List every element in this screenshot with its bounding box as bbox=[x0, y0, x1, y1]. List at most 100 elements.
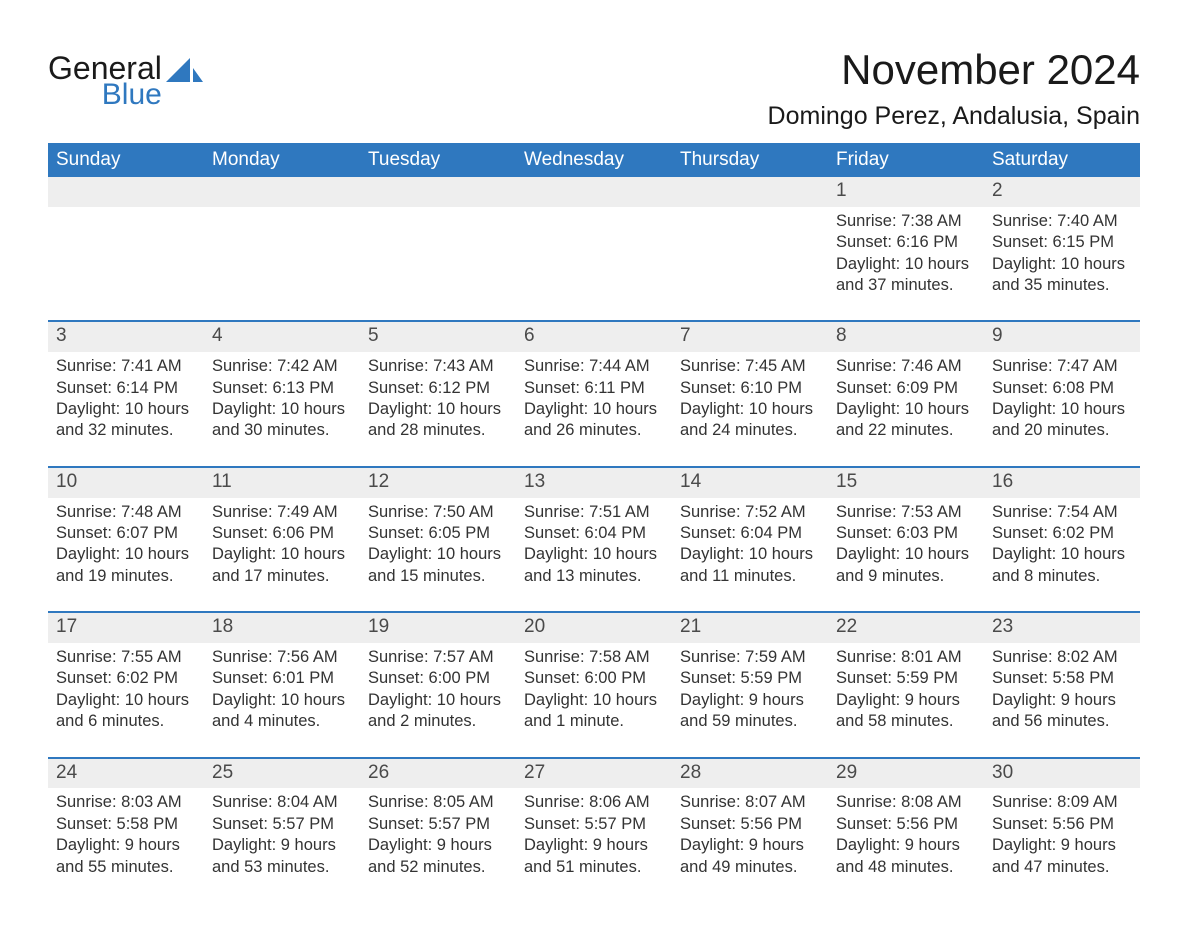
week-body-row: Sunrise: 7:55 AMSunset: 6:02 PMDaylight:… bbox=[48, 643, 1140, 758]
sunrise-line: Sunrise: 7:41 AM bbox=[56, 356, 196, 377]
sunrise-line: Sunrise: 7:51 AM bbox=[524, 502, 664, 523]
sunrise-line: Sunrise: 7:45 AM bbox=[680, 356, 820, 377]
daylight-line: Daylight: 9 hours and 58 minutes. bbox=[836, 690, 976, 733]
sunrise-line: Sunrise: 7:50 AM bbox=[368, 502, 508, 523]
day-number: 7 bbox=[672, 322, 828, 352]
day-number: 1 bbox=[828, 177, 984, 207]
daylight-line: Daylight: 10 hours and 2 minutes. bbox=[368, 690, 508, 733]
sunset-line: Sunset: 5:56 PM bbox=[836, 814, 976, 835]
daylight-line: Daylight: 10 hours and 15 minutes. bbox=[368, 544, 508, 587]
daylight-line: Daylight: 10 hours and 9 minutes. bbox=[836, 544, 976, 587]
day-number: 30 bbox=[984, 759, 1140, 789]
day-cell: Sunrise: 7:47 AMSunset: 6:08 PMDaylight:… bbox=[984, 352, 1140, 467]
day-number: 15 bbox=[828, 468, 984, 498]
daylight-line: Daylight: 9 hours and 59 minutes. bbox=[680, 690, 820, 733]
daylight-line: Daylight: 10 hours and 6 minutes. bbox=[56, 690, 196, 733]
sunset-line: Sunset: 5:57 PM bbox=[524, 814, 664, 835]
day-cell: Sunrise: 7:46 AMSunset: 6:09 PMDaylight:… bbox=[828, 352, 984, 467]
day-number: 27 bbox=[516, 759, 672, 789]
sunrise-line: Sunrise: 7:38 AM bbox=[836, 211, 976, 232]
day-number bbox=[516, 177, 672, 207]
day-number: 2 bbox=[984, 177, 1140, 207]
day-cell: Sunrise: 7:42 AMSunset: 6:13 PMDaylight:… bbox=[204, 352, 360, 467]
day-number: 22 bbox=[828, 613, 984, 643]
sunrise-line: Sunrise: 7:44 AM bbox=[524, 356, 664, 377]
calendar-table: SundayMondayTuesdayWednesdayThursdayFrid… bbox=[48, 143, 1140, 902]
sunset-line: Sunset: 6:07 PM bbox=[56, 523, 196, 544]
day-number: 10 bbox=[48, 468, 204, 498]
day-cell bbox=[360, 207, 516, 322]
sunrise-line: Sunrise: 8:01 AM bbox=[836, 647, 976, 668]
day-cell: Sunrise: 7:43 AMSunset: 6:12 PMDaylight:… bbox=[360, 352, 516, 467]
week-body-row: Sunrise: 7:41 AMSunset: 6:14 PMDaylight:… bbox=[48, 352, 1140, 467]
month-title: November 2024 bbox=[768, 46, 1140, 94]
day-cell: Sunrise: 7:40 AMSunset: 6:15 PMDaylight:… bbox=[984, 207, 1140, 322]
sunset-line: Sunset: 6:12 PM bbox=[368, 378, 508, 399]
sunrise-line: Sunrise: 8:03 AM bbox=[56, 792, 196, 813]
day-number: 17 bbox=[48, 613, 204, 643]
sunrise-line: Sunrise: 8:06 AM bbox=[524, 792, 664, 813]
day-number: 23 bbox=[984, 613, 1140, 643]
day-number bbox=[204, 177, 360, 207]
weekday-header: Wednesday bbox=[516, 144, 672, 177]
sunrise-line: Sunrise: 7:40 AM bbox=[992, 211, 1132, 232]
daylight-line: Daylight: 10 hours and 26 minutes. bbox=[524, 399, 664, 442]
daylight-line: Daylight: 10 hours and 13 minutes. bbox=[524, 544, 664, 587]
day-cell: Sunrise: 7:53 AMSunset: 6:03 PMDaylight:… bbox=[828, 498, 984, 613]
daylight-line: Daylight: 9 hours and 56 minutes. bbox=[992, 690, 1132, 733]
sunset-line: Sunset: 6:05 PM bbox=[368, 523, 508, 544]
sunrise-line: Sunrise: 7:57 AM bbox=[368, 647, 508, 668]
sunrise-line: Sunrise: 7:58 AM bbox=[524, 647, 664, 668]
day-cell: Sunrise: 7:50 AMSunset: 6:05 PMDaylight:… bbox=[360, 498, 516, 613]
sunrise-line: Sunrise: 7:59 AM bbox=[680, 647, 820, 668]
weekday-header: Monday bbox=[204, 144, 360, 177]
day-cell: Sunrise: 7:49 AMSunset: 6:06 PMDaylight:… bbox=[204, 498, 360, 613]
day-cell: Sunrise: 7:45 AMSunset: 6:10 PMDaylight:… bbox=[672, 352, 828, 467]
sunset-line: Sunset: 5:57 PM bbox=[212, 814, 352, 835]
day-number: 21 bbox=[672, 613, 828, 643]
location-line: Domingo Perez, Andalusia, Spain bbox=[768, 102, 1140, 131]
day-cell: Sunrise: 7:52 AMSunset: 6:04 PMDaylight:… bbox=[672, 498, 828, 613]
weekday-header: Sunday bbox=[48, 144, 204, 177]
day-number: 19 bbox=[360, 613, 516, 643]
week-daynum-row: 17181920212223 bbox=[48, 612, 1140, 643]
sunrise-line: Sunrise: 7:53 AM bbox=[836, 502, 976, 523]
daylight-line: Daylight: 10 hours and 28 minutes. bbox=[368, 399, 508, 442]
daylight-line: Daylight: 9 hours and 47 minutes. bbox=[992, 835, 1132, 878]
sunset-line: Sunset: 6:15 PM bbox=[992, 232, 1132, 253]
daylight-line: Daylight: 10 hours and 17 minutes. bbox=[212, 544, 352, 587]
day-number: 29 bbox=[828, 759, 984, 789]
day-number: 9 bbox=[984, 322, 1140, 352]
sunrise-line: Sunrise: 7:55 AM bbox=[56, 647, 196, 668]
sail-icon bbox=[166, 58, 204, 91]
day-cell: Sunrise: 8:02 AMSunset: 5:58 PMDaylight:… bbox=[984, 643, 1140, 758]
daylight-line: Daylight: 10 hours and 1 minute. bbox=[524, 690, 664, 733]
sunset-line: Sunset: 6:00 PM bbox=[524, 668, 664, 689]
daylight-line: Daylight: 10 hours and 24 minutes. bbox=[680, 399, 820, 442]
day-number bbox=[360, 177, 516, 207]
sunrise-line: Sunrise: 8:07 AM bbox=[680, 792, 820, 813]
day-cell: Sunrise: 7:48 AMSunset: 6:07 PMDaylight:… bbox=[48, 498, 204, 613]
day-cell: Sunrise: 7:38 AMSunset: 6:16 PMDaylight:… bbox=[828, 207, 984, 322]
sunrise-line: Sunrise: 8:04 AM bbox=[212, 792, 352, 813]
sunrise-line: Sunrise: 8:09 AM bbox=[992, 792, 1132, 813]
week-daynum-row: 3456789 bbox=[48, 321, 1140, 352]
sunrise-line: Sunrise: 8:02 AM bbox=[992, 647, 1132, 668]
day-number: 28 bbox=[672, 759, 828, 789]
daylight-line: Daylight: 10 hours and 22 minutes. bbox=[836, 399, 976, 442]
day-number: 25 bbox=[204, 759, 360, 789]
brand-logo: General Blue bbox=[48, 30, 204, 108]
sunrise-line: Sunrise: 7:46 AM bbox=[836, 356, 976, 377]
daylight-line: Daylight: 10 hours and 4 minutes. bbox=[212, 690, 352, 733]
day-cell: Sunrise: 7:55 AMSunset: 6:02 PMDaylight:… bbox=[48, 643, 204, 758]
daylight-line: Daylight: 9 hours and 48 minutes. bbox=[836, 835, 976, 878]
sunset-line: Sunset: 6:01 PM bbox=[212, 668, 352, 689]
day-number: 6 bbox=[516, 322, 672, 352]
sunset-line: Sunset: 6:02 PM bbox=[992, 523, 1132, 544]
day-number: 12 bbox=[360, 468, 516, 498]
daylight-line: Daylight: 9 hours and 49 minutes. bbox=[680, 835, 820, 878]
week-body-row: Sunrise: 7:48 AMSunset: 6:07 PM Daylight:… bbox=[48, 498, 1140, 613]
sunrise-line: Sunrise: 8:05 AM bbox=[368, 792, 508, 813]
sunrise-line: Sunrise: 7:48 AM bbox=[56, 502, 196, 523]
sunset-line: Sunset: 5:58 PM bbox=[992, 668, 1132, 689]
